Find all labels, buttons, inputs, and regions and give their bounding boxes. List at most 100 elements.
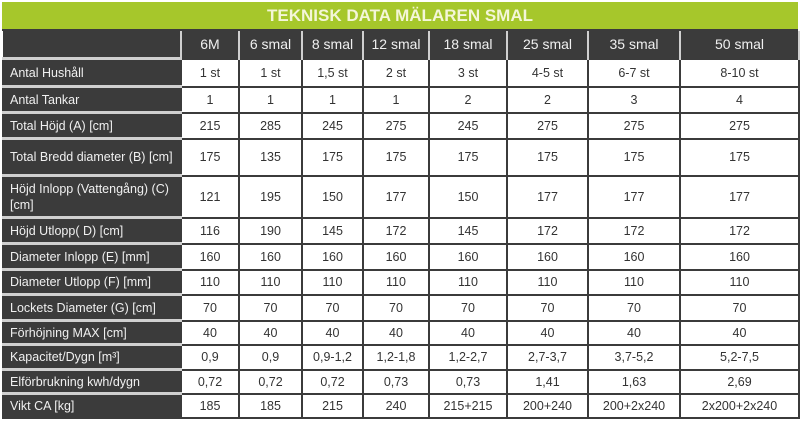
table-cell: 1,5 st [301, 57, 364, 88]
row-label: Total Höjd (A) [cm] [2, 111, 182, 140]
table-cell: 2x200+2x240 [679, 392, 800, 419]
table-cell: 172 [679, 216, 800, 245]
table-cell: 150 [428, 174, 508, 219]
table-cell: 160 [679, 242, 800, 271]
table-row: Diameter Inlopp (E) [mm] 160 160 160 160 160 1… [2, 242, 800, 271]
column-header: 50 smal [679, 31, 800, 59]
table-cell: 40 [301, 319, 364, 346]
table-cell: 160 [180, 242, 240, 271]
table-row: Lockets Diameter (G) [cm] 70 70 70 70 70 70 70 7… [2, 293, 800, 322]
table-cell: 0,9 [238, 343, 303, 371]
table-cell: 70 [679, 293, 800, 322]
table-cell: 0,72 [301, 368, 364, 395]
table-cell: 1,2-1,8 [362, 343, 430, 371]
table-cell: 1 st [238, 57, 303, 88]
row-label: Vikt CA [kg] [2, 392, 182, 419]
table-row: Total Bredd diameter (B) [cm] 175 135 175 17… [2, 137, 800, 177]
table-cell: 172 [506, 216, 589, 245]
row-label: Förhöjning MAX [cm] [2, 319, 182, 346]
table-cell: 175 [428, 137, 508, 177]
table-cell: 1 [301, 85, 364, 114]
table-cell: 70 [238, 293, 303, 322]
table-cell: 70 [362, 293, 430, 322]
row-label: Antal Tankar [2, 85, 182, 114]
table-cell: 185 [180, 392, 240, 419]
table-cell: 175 [362, 137, 430, 177]
table-cell: 2 [428, 85, 508, 114]
table-cell: 175 [587, 137, 681, 177]
table-cell: 245 [428, 111, 508, 140]
table-cell: 275 [587, 111, 681, 140]
table-cell: 0,72 [238, 368, 303, 395]
table-cell: 195 [238, 174, 303, 219]
spec-table-container: TEKNISK DATA MÄLAREN SMAL 6M 6 smal 8 smal… [2, 2, 800, 419]
column-header: 35 smal [587, 31, 681, 59]
table-cell: 1 [238, 85, 303, 114]
table-cell: 110 [506, 268, 589, 296]
table-cell: 1 [180, 85, 240, 114]
table-cell: 160 [301, 242, 364, 271]
table-cell: 5,2-7,5 [679, 343, 800, 371]
table-row: Förhöjning MAX [cm] 40 40 40 40 40 40 40 40 [2, 319, 800, 346]
table-cell: 245 [301, 111, 364, 140]
table-cell: 145 [301, 216, 364, 245]
table-cell: 110 [362, 268, 430, 296]
table-cell: 4-5 st [506, 57, 589, 88]
table-cell: 145 [428, 216, 508, 245]
table-cell: 200+240 [506, 392, 589, 419]
table-cell: 70 [587, 293, 681, 322]
table-cell: 160 [428, 242, 508, 271]
table-cell: 175 [301, 137, 364, 177]
table-cell: 0,9-1,2 [301, 343, 364, 371]
table-cell: 110 [238, 268, 303, 296]
row-label: Diameter Utlopp (F) [mm] [2, 268, 182, 296]
table-cell: 0,73 [428, 368, 508, 395]
row-label: Höjd Inlopp (Vattengång) (C)[cm] [2, 174, 182, 219]
table-row: Total Höjd (A) [cm] 215 285 245 275 245 275 275… [2, 111, 800, 140]
table-cell: 160 [362, 242, 430, 271]
table-cell: 175 [506, 137, 589, 177]
table-cell: 160 [238, 242, 303, 271]
table-cell: 177 [679, 174, 800, 219]
table-cell: 177 [362, 174, 430, 219]
table-cell: 110 [587, 268, 681, 296]
table-cell: 177 [587, 174, 681, 219]
table-cell: 172 [362, 216, 430, 245]
table-cell: 2 [506, 85, 589, 114]
table-cell: 40 [362, 319, 430, 346]
row-label: Höjd Utlopp( D) [cm] [2, 216, 182, 245]
table-cell: 160 [506, 242, 589, 271]
table-cell: 121 [180, 174, 240, 219]
table-row: Diameter Utlopp (F) [mm] 110 110 110 110 110 1… [2, 268, 800, 296]
table-row: Höjd Utlopp( D) [cm] 116 190 145 172 145 172 17… [2, 216, 800, 245]
row-label: Diameter Inlopp (E) [mm] [2, 242, 182, 271]
table-cell: 40 [587, 319, 681, 346]
table-cell: 185 [238, 392, 303, 419]
table-cell: 175 [180, 137, 240, 177]
row-label: Kapacitet/Dygn [m³] [2, 343, 182, 371]
table-cell: 1,2-2,7 [428, 343, 508, 371]
table-cell: 275 [362, 111, 430, 140]
table-cell: 110 [180, 268, 240, 296]
table-cell: 70 [506, 293, 589, 322]
table-cell: 3,7-5,2 [587, 343, 681, 371]
table-cell: 4 [679, 85, 800, 114]
table-cell: 215 [301, 392, 364, 419]
table-cell: 240 [362, 392, 430, 419]
column-header: 8 smal [301, 31, 364, 59]
table-cell: 3 st [428, 57, 508, 88]
table-row: Antal Tankar 1 1 1 1 2 2 3 4 [2, 85, 800, 114]
table-cell: 6-7 st [587, 57, 681, 88]
table-title: TEKNISK DATA MÄLAREN SMAL [2, 2, 798, 31]
table-row: Höjd Inlopp (Vattengång) (C)[cm] 121 195 15… [2, 174, 800, 219]
table-cell: 190 [238, 216, 303, 245]
column-header: 25 smal [506, 31, 589, 59]
table-cell: 1 st [180, 57, 240, 88]
table-cell: 285 [238, 111, 303, 140]
table-cell: 2,69 [679, 368, 800, 395]
table-cell: 215+215 [428, 392, 508, 419]
row-label: Elförbrukning kwh/dygn [2, 368, 182, 395]
table-cell: 2,7-3,7 [506, 343, 589, 371]
table-cell: 40 [679, 319, 800, 346]
row-label: Lockets Diameter (G) [cm] [2, 293, 182, 322]
